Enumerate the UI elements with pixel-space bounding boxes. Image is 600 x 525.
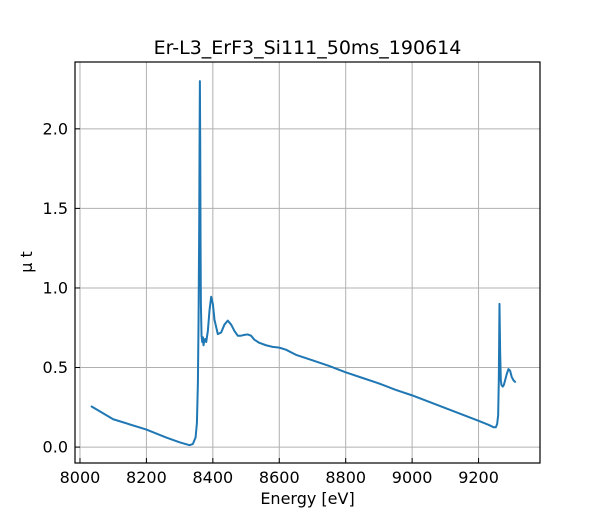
y-tick-label: 0.5 (43, 358, 68, 377)
x-tick-label: 8000 (60, 468, 101, 487)
y-tick-label: 1.5 (43, 199, 68, 218)
x-axis-label: Energy [eV] (260, 489, 354, 508)
x-tick-label: 8600 (259, 468, 300, 487)
series-layer (90, 80, 517, 447)
x-tick-label: 8800 (325, 468, 366, 487)
grid-layer (75, 62, 540, 463)
y-tick-label: 2.0 (43, 119, 68, 138)
x-tick-label: 8400 (192, 468, 233, 487)
x-tick-label: 9200 (458, 468, 499, 487)
chart-title: Er-L3_ErF3_Si111_50ms_190614 (154, 37, 462, 59)
series-line (90, 80, 517, 447)
x-tick-label: 9000 (392, 468, 433, 487)
y-tick-label: 0.0 (43, 438, 68, 457)
y-tick-label: 1.0 (43, 278, 68, 297)
tick-layer: 8000 8200 8400 8600 8800 9000 9200 0.0 0.5 1.0 1.5… (43, 119, 499, 487)
plot-frame (74, 61, 541, 464)
y-axis-label: μ t (17, 251, 36, 273)
x-tick-label: 8200 (126, 468, 167, 487)
